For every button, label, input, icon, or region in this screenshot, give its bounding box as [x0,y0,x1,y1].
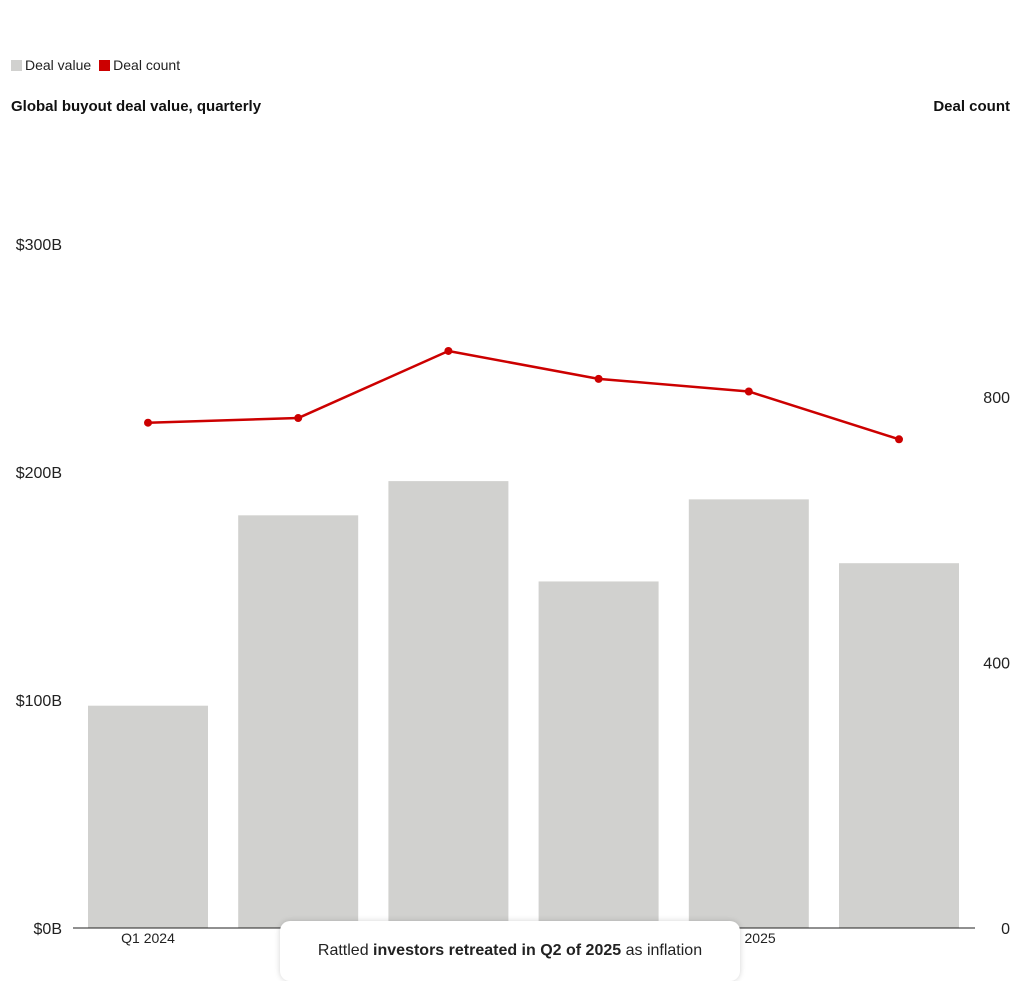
legend-label-deal-count: Deal count [113,57,181,73]
left-tick-label-1: $100B [16,693,62,710]
legend-label-deal-value: Deal value [25,57,92,73]
bar-deal-value-1 [88,705,208,928]
bar-deal-value-2 [238,515,359,928]
point-deal-count-5 [744,387,753,396]
left-tick-label-3: $300B [16,237,62,254]
legend-item-deal-value: Deal value [11,57,91,73]
caption-post: as inflation [621,942,703,959]
left-tick-label-0: $0B [34,921,62,938]
bar-deal-value-4 [538,581,659,928]
left-tick-label-2: $200B [16,465,62,482]
point-deal-count-2 [294,414,303,423]
legend-swatch-deal-value [11,59,22,71]
x-tick-label-0: Q1 2024 [121,930,175,946]
legend-item-deal-count: Deal count [99,57,180,73]
legend-swatch-deal-count [99,59,111,71]
right-tick-label-1: 400 [983,655,1010,672]
bar-deal-value-3 [388,481,509,928]
line-deal-count [147,349,900,441]
bar-deal-value-6 [839,563,959,928]
point-deal-count-3 [444,346,453,355]
bar-deal-value-5 [688,499,809,928]
point-deal-count-1 [144,418,152,427]
point-deal-count-6 [895,435,903,444]
legend: Deal value Deal count [11,57,188,73]
right-tick-label-0: 0 [1001,921,1010,938]
left-axis-title: Global buyout deal value, quarterly [11,98,262,115]
point-deal-count-4 [594,374,603,383]
right-axis-title: Deal count [933,98,1010,115]
caption-card: Rattled investors retreated in Q2 of 202… [280,921,740,981]
right-tick-label-2: 800 [983,390,1010,407]
caption-pre: Rattled [317,942,374,959]
caption-bold: investors retreated in Q2 of 2025 [373,942,622,959]
